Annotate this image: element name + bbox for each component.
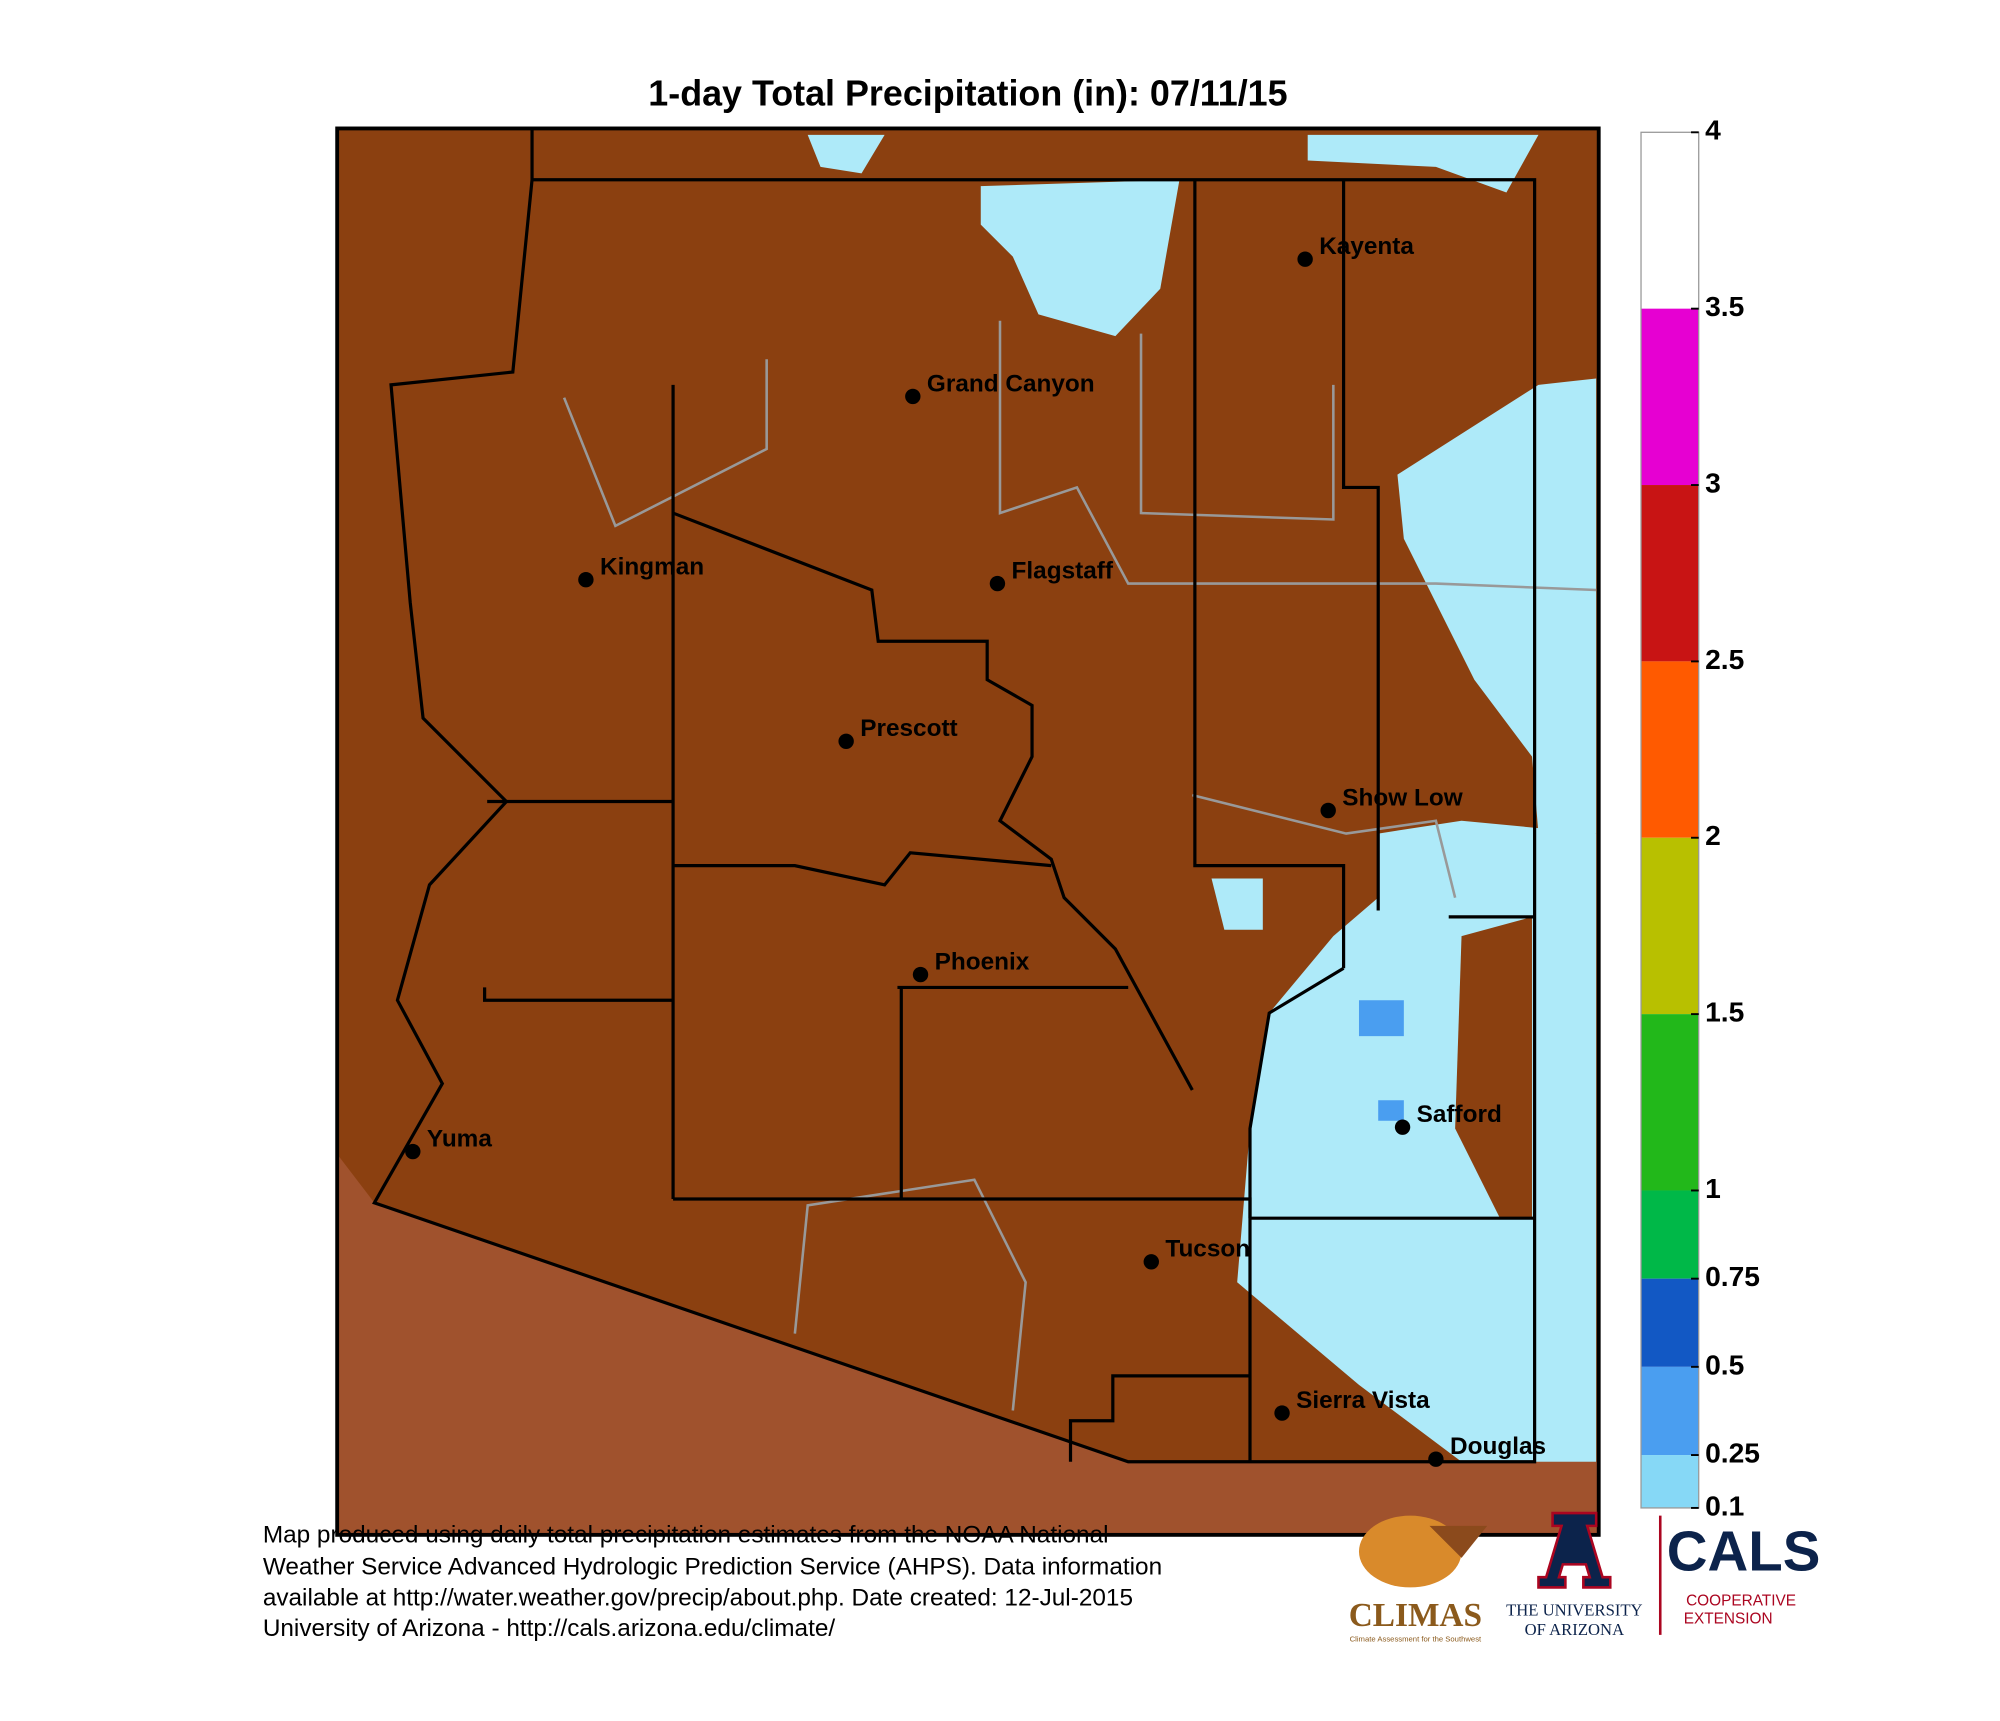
colorbar-label: 1	[1705, 1172, 1721, 1204]
precip-area	[807, 134, 885, 174]
colorbar-segment	[1641, 1455, 1699, 1508]
city-label: Kingman	[600, 554, 704, 581]
city-dot	[578, 572, 594, 588]
city-dot	[1143, 1254, 1159, 1270]
precip-area	[1211, 878, 1263, 930]
precip-spot	[1378, 1100, 1404, 1121]
boundary-line	[998, 320, 1597, 592]
ua-logo	[1537, 1511, 1612, 1589]
precip-area	[980, 179, 1180, 337]
colorbar-segment	[1641, 661, 1699, 838]
colorbar-segment	[1641, 1278, 1699, 1367]
footer: Map produced using daily total precipita…	[263, 1522, 1162, 1643]
city-label: Show Low	[1342, 784, 1462, 811]
climas-tagline: Climate Assessment for the Southwest	[1350, 1634, 1482, 1643]
precip-area	[1397, 378, 1597, 834]
colorbar-segment	[1641, 1014, 1699, 1191]
city-dot	[989, 575, 1006, 592]
colorbar-label: 0.75	[1705, 1260, 1760, 1292]
boundary-line	[793, 1178, 1027, 1411]
colorbar-label: 0.5	[1705, 1348, 1744, 1380]
colorbar-segment	[1641, 132, 1699, 309]
cals-sub: EXTENSION	[1684, 1610, 1773, 1627]
colorbar-label: 1.5	[1705, 996, 1744, 1028]
footer-line: available at http://water.weather.gov/pr…	[263, 1584, 1133, 1611]
climas-emblem	[1429, 1525, 1488, 1558]
colorbar-frame	[1640, 131, 1700, 1509]
footer-line: Map produced using daily total precipita…	[263, 1522, 1109, 1549]
map-area: Kayenta Grand Canyon Kingman Flagstaff Presc…	[335, 126, 1601, 1537]
colorbar-label: 2	[1705, 819, 1721, 851]
county-line	[1193, 179, 1346, 969]
city-label: Flagstaff	[1012, 557, 1114, 584]
footer-line: University of Arizona - http://cals.ariz…	[263, 1615, 836, 1642]
colorbar-label: 0.1	[1705, 1489, 1744, 1521]
city-dot	[1297, 251, 1313, 267]
city-label: Prescott	[860, 715, 957, 742]
city-dot	[1394, 1119, 1411, 1135]
city-dot	[838, 733, 854, 749]
county-line	[1248, 966, 1345, 1219]
colorbar-label: 2.5	[1705, 643, 1744, 675]
precip-spot	[1358, 1000, 1404, 1037]
colorbar-segment	[1641, 308, 1699, 486]
city-dot	[1320, 802, 1336, 819]
city-label: Douglas	[1450, 1433, 1546, 1460]
reservation-lines	[562, 320, 1597, 1411]
city-label: Phoenix	[935, 948, 1030, 975]
cals-logo: CALS	[1667, 1520, 1821, 1583]
city-dot	[405, 1143, 421, 1160]
mexico	[337, 1154, 1599, 1535]
county-line	[673, 851, 1052, 887]
city-label: Kayenta	[1319, 233, 1414, 260]
county-line	[1068, 1374, 1250, 1462]
cities: Kayenta Grand Canyon Kingman Flagstaff Presc…	[405, 233, 1546, 1467]
colorbar-label: 3	[1705, 466, 1721, 498]
colorbar: 4 3.5 3 2.5 2 1.5 1 0.75 0.5 0.25 0.1	[1640, 114, 1760, 1521]
boundary-line	[1139, 333, 1335, 521]
footer-line: Weather Service Advanced Hydrologic Pred…	[263, 1554, 1162, 1581]
city-label: Grand Canyon	[927, 370, 1095, 397]
city-dot	[1428, 1451, 1444, 1467]
ua-name: OF ARIZONA	[1525, 1620, 1624, 1639]
county-line	[672, 511, 1194, 1091]
colorbar-label: 3.5	[1705, 290, 1744, 322]
city-label: Tucson	[1165, 1236, 1250, 1263]
climas-logo: CLIMAS	[1349, 1597, 1482, 1634]
climas-emblem	[1358, 1515, 1462, 1588]
cals-sub: COOPERATIVE	[1686, 1592, 1796, 1609]
county-line	[1341, 179, 1380, 911]
colorbar-label: 0.25	[1705, 1436, 1760, 1468]
city-label: Sierra Vista	[1296, 1387, 1430, 1414]
colorbar-label: 4	[1705, 114, 1721, 146]
city-label: Yuma	[427, 1125, 492, 1152]
boundary-line	[562, 359, 768, 528]
boundary-line	[1191, 793, 1457, 898]
colorbar-segment	[1641, 837, 1699, 1015]
city-dot	[912, 966, 929, 983]
colorbar-segment	[1641, 1190, 1699, 1279]
county-lines	[372, 128, 1537, 1464]
colorbar-segment	[1641, 1366, 1699, 1456]
map-frame	[335, 126, 1601, 1537]
dry-area	[1455, 916, 1533, 1219]
state-border	[372, 128, 1537, 1464]
city-dot	[1274, 1405, 1290, 1421]
county-line	[483, 987, 674, 1002]
logos: CLIMAS Climate Assessment for the Southw…	[1349, 1511, 1821, 1643]
city-dot	[905, 388, 921, 405]
colorbar-segment	[1641, 485, 1699, 662]
ua-name: THE UNIVERSITY	[1506, 1601, 1642, 1620]
city-label: Safford	[1417, 1101, 1502, 1128]
map-title: 1-day Total Precipitation (in): 07/11/15	[648, 73, 1287, 113]
